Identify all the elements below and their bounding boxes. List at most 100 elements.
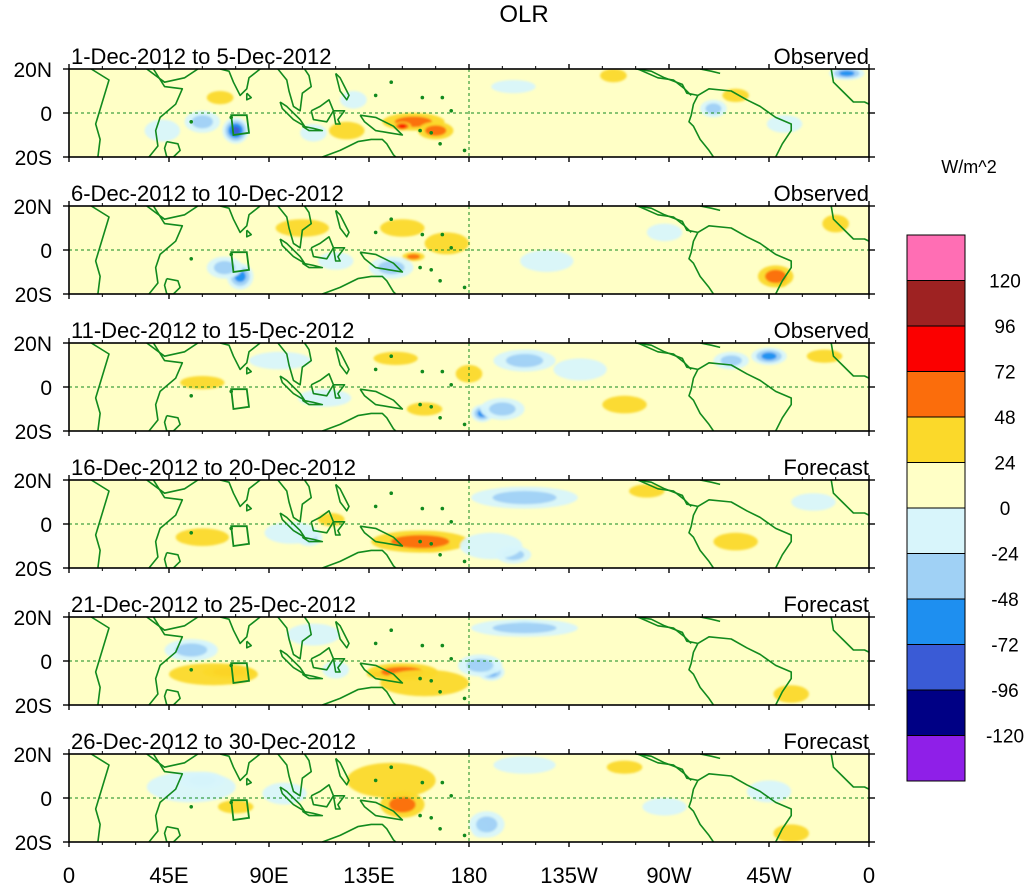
island-mark	[449, 657, 454, 661]
y-tick-label: 0	[40, 788, 52, 811]
anomaly-contour	[765, 269, 787, 283]
panel-period: 6-Dec-2012 to 10-Dec-2012	[71, 181, 344, 206]
anomaly-contour	[264, 521, 318, 544]
anomaly-contour	[476, 816, 498, 833]
anomaly-contour	[489, 402, 516, 416]
y-tick-label: 20N	[13, 333, 52, 356]
island-mark	[389, 80, 394, 84]
island-mark	[389, 217, 394, 221]
coastline-group	[90, 69, 869, 157]
colorbar-label: -96	[991, 681, 1018, 702]
coastline	[245, 366, 253, 375]
coastline	[163, 414, 181, 431]
island-mark	[189, 394, 194, 398]
anomaly-contour	[705, 103, 722, 114]
colorbar: 120 96 72 48 24 0 -24 -48 -72 -96 -120	[906, 234, 1024, 782]
anomaly-contour	[493, 756, 556, 774]
colorbar-label: -24	[991, 545, 1019, 566]
coastline-group	[90, 206, 869, 294]
panel-label: Observed	[774, 318, 869, 343]
y-tick-label: 0	[40, 240, 52, 263]
coastline	[830, 206, 869, 242]
coastline	[637, 69, 692, 96]
colorbar-swatch	[906, 735, 966, 782]
anomaly-contour	[275, 219, 330, 237]
coastline	[359, 662, 404, 684]
y-tick-label: 20N	[13, 744, 52, 767]
x-tick-label: 180	[451, 863, 488, 887]
coastline	[219, 206, 261, 234]
colorbar-swatch	[906, 371, 966, 418]
coastline	[332, 657, 346, 673]
island-mark	[429, 679, 434, 683]
coastline	[322, 686, 397, 705]
y-tick-label: 0	[40, 651, 52, 674]
anomaly-contour	[380, 669, 469, 697]
island-mark	[189, 257, 194, 261]
island-mark	[373, 367, 378, 372]
island-mark	[189, 120, 194, 124]
coastline	[332, 794, 346, 810]
coastline	[277, 617, 313, 660]
coastline	[697, 361, 793, 431]
coastline	[688, 643, 715, 705]
island-mark	[418, 265, 422, 270]
coastline	[146, 480, 199, 495]
coastline	[334, 209, 350, 238]
island-mark	[189, 668, 194, 672]
panel-period: 11-Dec-2012 to 15-Dec-2012	[71, 318, 354, 343]
island-mark	[438, 279, 442, 283]
island-mark	[429, 131, 434, 135]
island-mark	[429, 405, 434, 409]
island-mark	[462, 833, 467, 838]
anomaly-contour	[286, 623, 341, 646]
island-mark	[418, 128, 422, 133]
coastline	[219, 69, 261, 97]
anomaly-contour	[406, 253, 421, 260]
island-mark	[389, 628, 394, 632]
coastline	[301, 262, 324, 269]
colorbar-swatch	[906, 234, 966, 281]
coastline	[322, 412, 397, 431]
colorbar-swatch	[906, 644, 966, 691]
coastline	[332, 110, 346, 125]
island-mark	[449, 246, 454, 250]
anomaly-contour	[553, 358, 607, 381]
colorbar-label: 24	[994, 454, 1016, 475]
anomaly-contour	[839, 70, 855, 77]
island-mark	[420, 95, 425, 100]
coastline	[277, 343, 313, 386]
coastline	[359, 388, 404, 410]
island-mark	[438, 690, 442, 694]
coastline	[322, 275, 397, 294]
coastline	[245, 92, 253, 101]
y-tick-label: 20N	[13, 196, 52, 219]
coastline	[322, 823, 397, 842]
colorbar-units: W/m^2	[941, 157, 996, 177]
colorbar-swatch	[906, 689, 966, 736]
coastline	[359, 114, 404, 136]
anomaly-field	[180, 347, 843, 423]
coastline	[277, 69, 313, 112]
island-mark	[420, 643, 425, 648]
coastline	[146, 69, 199, 83]
region-box	[230, 662, 251, 685]
coastline	[148, 69, 184, 157]
island-mark	[440, 780, 445, 785]
colorbar-label: 48	[994, 408, 1015, 429]
anomaly-contour	[206, 91, 234, 105]
anomaly-contour	[492, 622, 557, 634]
anomaly-contour	[406, 402, 443, 416]
anomaly-field	[144, 69, 865, 144]
panel-4: 20N 0 20S 16-Dec-2012 to 20-Dec-2012 Forecas…	[13, 455, 875, 581]
island-mark	[440, 232, 445, 237]
anomaly-contour	[766, 115, 803, 133]
island-mark	[449, 520, 454, 524]
coastline	[830, 480, 869, 516]
coastline	[637, 480, 692, 507]
x-tick-label: 45E	[149, 863, 188, 887]
coastline	[163, 140, 181, 157]
anomaly-contour	[175, 528, 229, 546]
island-mark	[389, 491, 394, 496]
colorbar-label: -120	[986, 727, 1024, 748]
